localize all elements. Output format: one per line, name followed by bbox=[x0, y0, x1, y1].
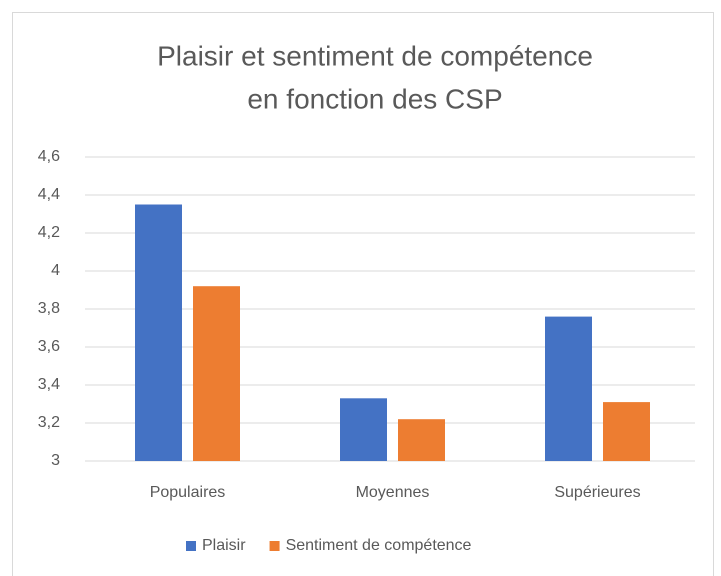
legend-label: Plaisir bbox=[202, 537, 246, 554]
x-tick-label: Moyennes bbox=[356, 484, 430, 501]
bar bbox=[545, 316, 592, 461]
legend-swatch bbox=[186, 541, 196, 551]
y-tick-label: 3,8 bbox=[38, 300, 60, 317]
chart-title: Plaisir et sentiment de compétence bbox=[157, 40, 593, 71]
y-tick-label: 3 bbox=[51, 452, 60, 469]
chart-border bbox=[12, 12, 714, 576]
legend-swatch bbox=[269, 541, 280, 551]
x-tick-label: Supérieures bbox=[554, 484, 640, 501]
y-tick-label: 3,4 bbox=[38, 376, 60, 393]
y-tick-label: 4,2 bbox=[38, 224, 60, 241]
y-tick-label: 4,6 bbox=[38, 148, 60, 165]
bar bbox=[603, 402, 650, 461]
legend-label: Sentiment de compétence bbox=[286, 537, 472, 554]
y-tick-label: 4,4 bbox=[38, 186, 60, 203]
chart-title: en fonction des CSP bbox=[247, 83, 502, 114]
y-tick-label: 3,6 bbox=[38, 338, 60, 355]
bar bbox=[193, 286, 240, 461]
bar bbox=[340, 398, 387, 461]
y-tick-label: 4 bbox=[51, 262, 60, 279]
bar bbox=[398, 419, 445, 461]
bar bbox=[135, 204, 182, 461]
x-tick-label: Populaires bbox=[150, 484, 226, 501]
y-tick-label: 3,2 bbox=[38, 414, 60, 431]
